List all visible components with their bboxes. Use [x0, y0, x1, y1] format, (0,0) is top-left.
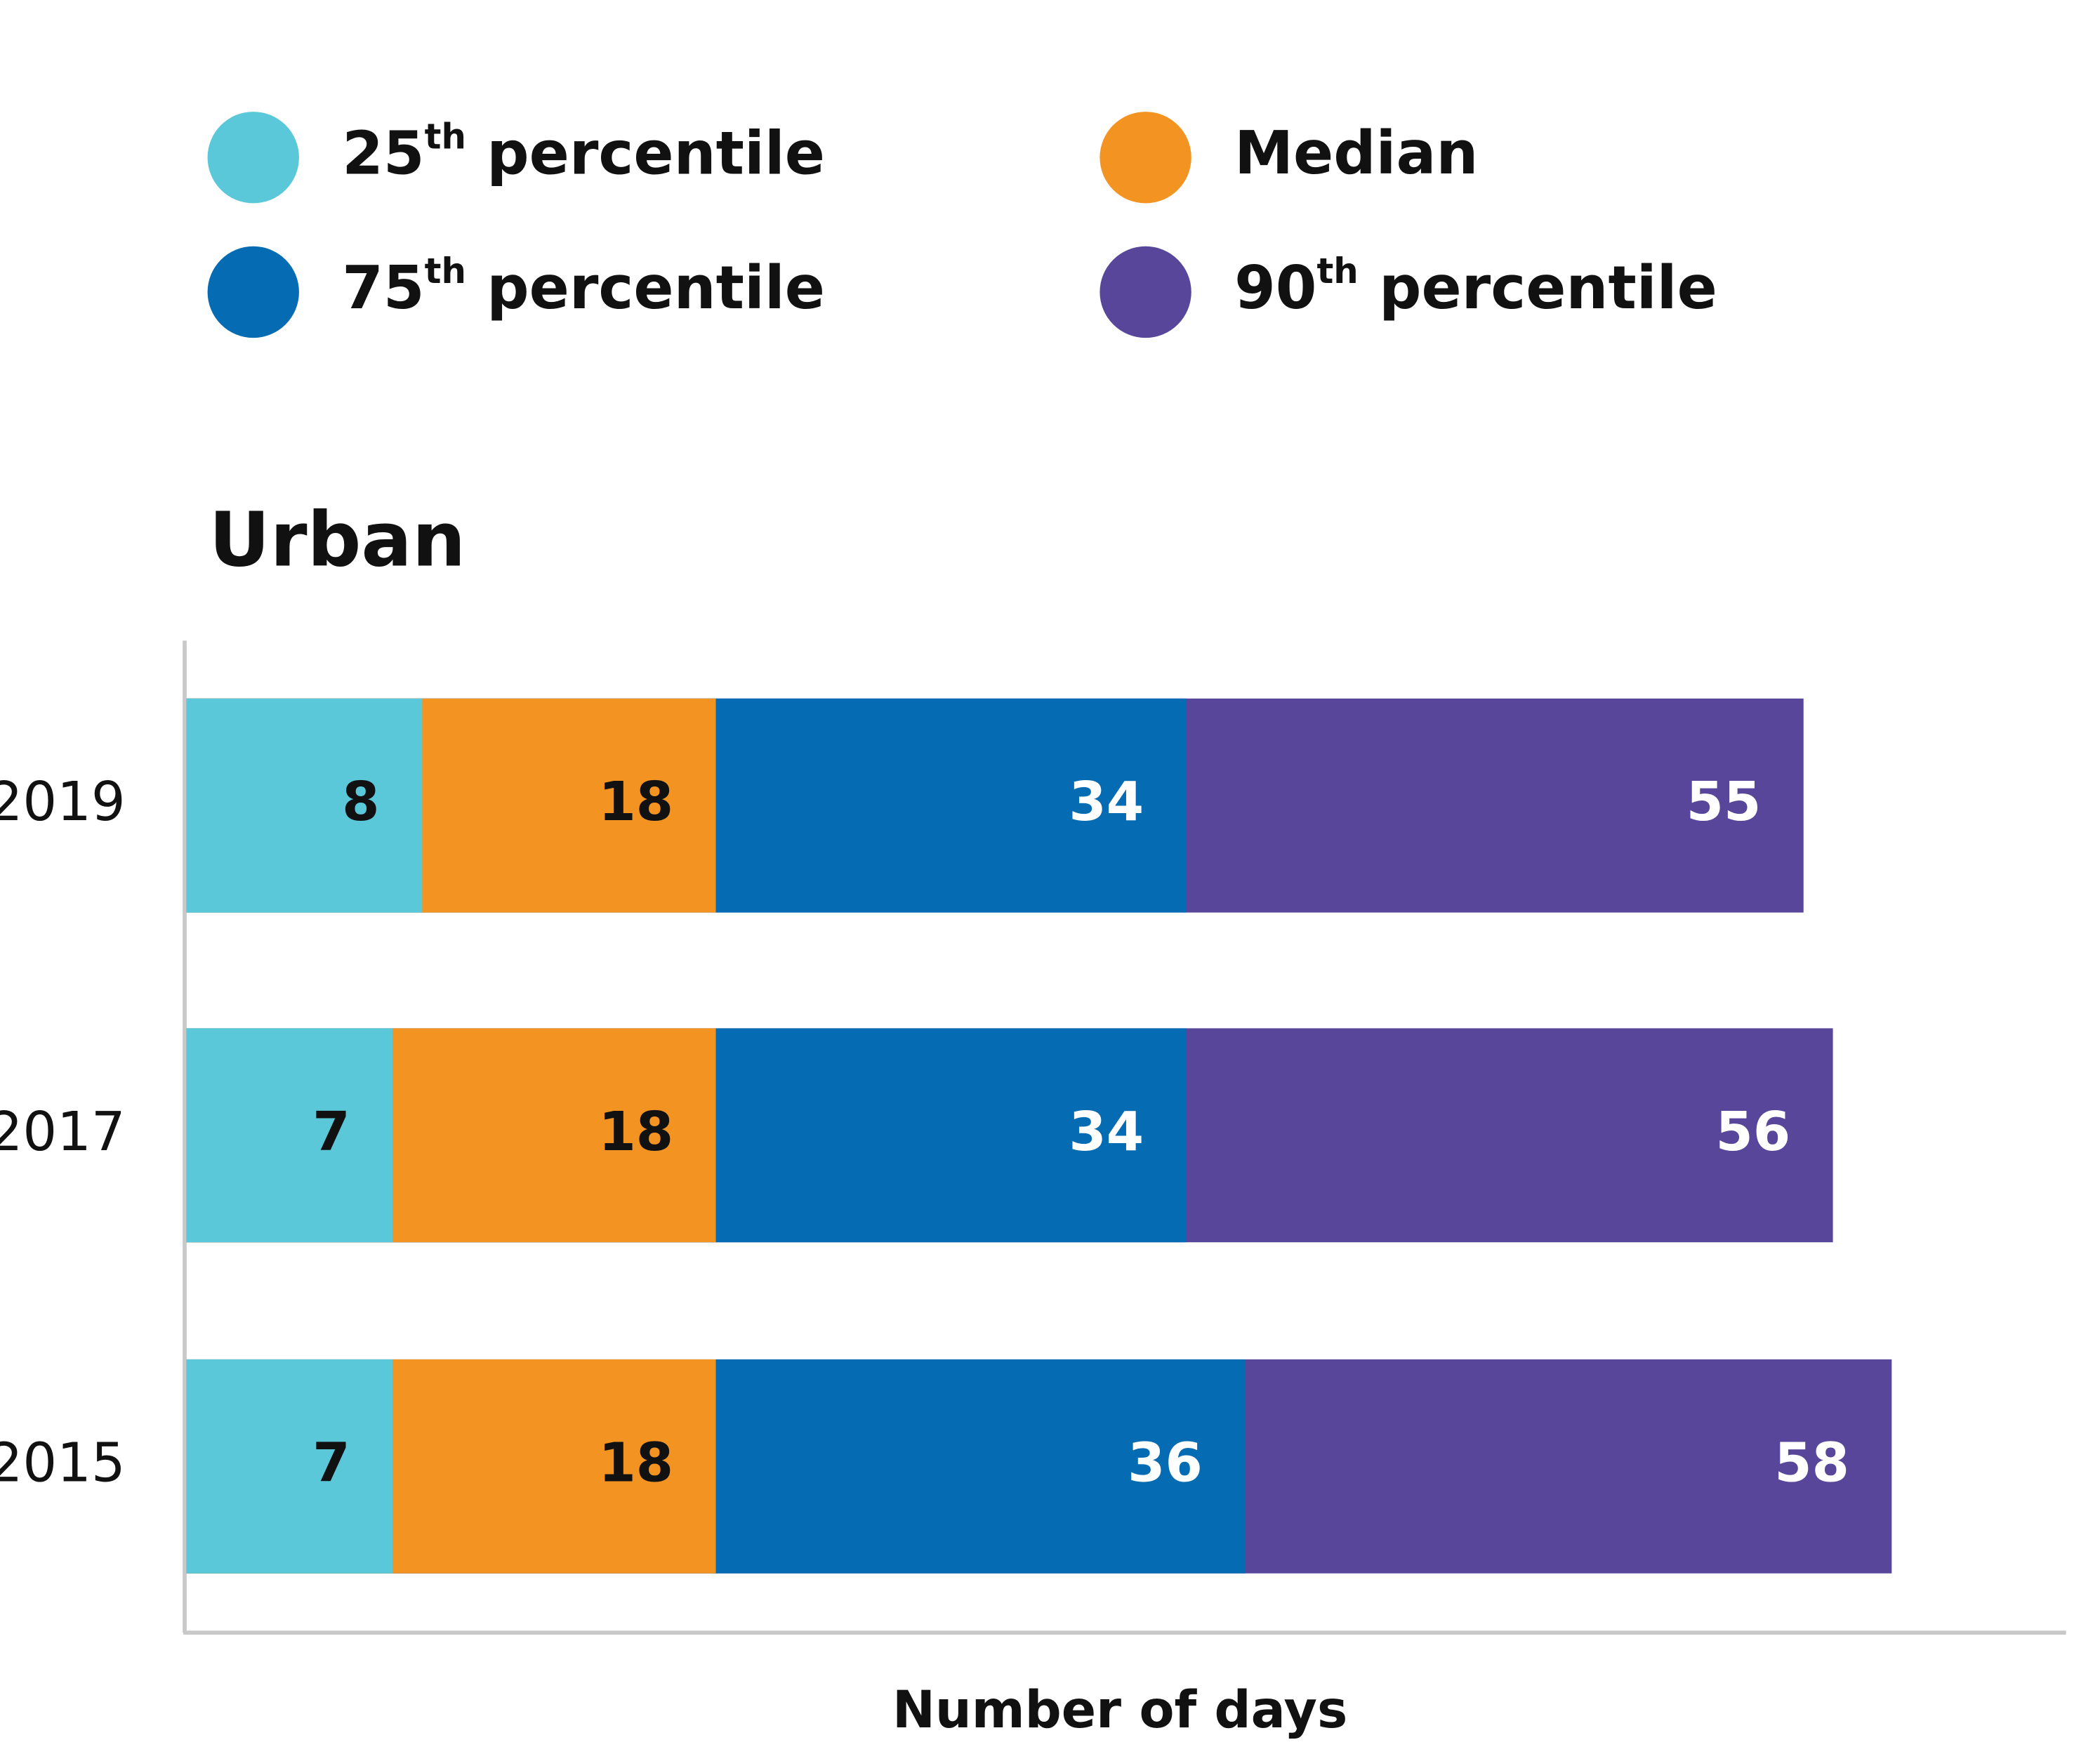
- x-axis-label: Number of days: [892, 1680, 1347, 1740]
- bar: [186, 1028, 392, 1243]
- legend-label: 90th percentile: [1234, 251, 1717, 322]
- data-label: 18: [598, 1432, 673, 1494]
- legend-swatch: [1099, 112, 1191, 204]
- data-label: 7: [312, 1432, 350, 1494]
- legend-label: Median: [1234, 119, 1478, 187]
- y-tick-label: 2019: [0, 771, 126, 833]
- legend-swatch: [1099, 246, 1191, 338]
- chart-title: Urban: [209, 496, 466, 584]
- bar: [186, 1359, 392, 1574]
- legend-label: 25th percentile: [342, 116, 825, 187]
- legend-swatch: [207, 246, 299, 338]
- data-label: 55: [1686, 771, 1762, 833]
- data-label: 36: [1128, 1432, 1203, 1494]
- data-label: 56: [1716, 1101, 1791, 1163]
- bar: [186, 698, 422, 913]
- data-label: 8: [342, 771, 379, 833]
- data-label: 34: [1069, 1101, 1144, 1163]
- legend-swatch: [207, 112, 299, 204]
- data-label: 58: [1774, 1432, 1849, 1494]
- data-label: 34: [1069, 771, 1144, 833]
- y-tick-label: 2017: [0, 1101, 126, 1163]
- y-tick-label: 2015: [0, 1432, 126, 1494]
- data-label: 7: [312, 1101, 350, 1163]
- data-label: 18: [598, 1101, 673, 1163]
- legend-label: 75th percentile: [342, 251, 825, 322]
- data-label: 18: [598, 771, 673, 833]
